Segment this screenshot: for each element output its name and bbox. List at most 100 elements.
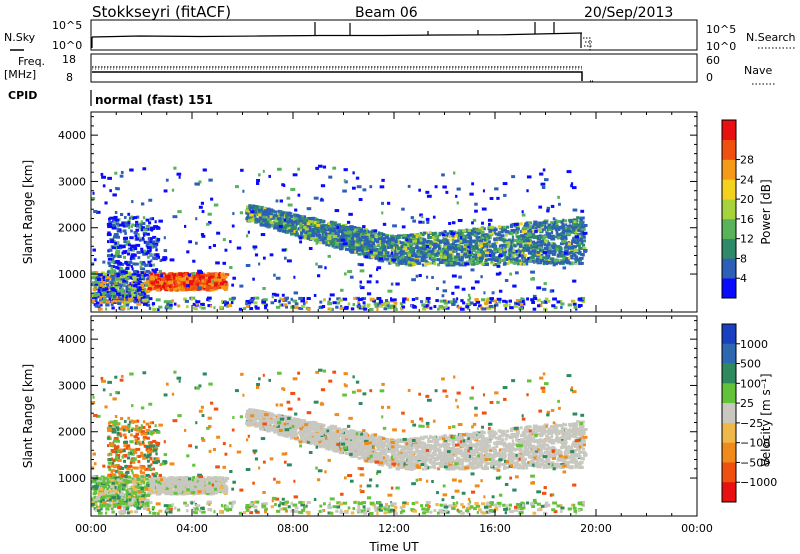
power-echo-cell (198, 205, 203, 209)
power-echo-cell (551, 226, 556, 230)
power-echo-cell (551, 259, 554, 263)
power-echo-cell (318, 306, 322, 310)
power-echo-cell (143, 273, 146, 277)
power-echo-cell (572, 279, 577, 283)
power-echo-cell (136, 302, 142, 306)
power-echo-cell (513, 224, 516, 228)
power-echo-cell (449, 261, 454, 265)
power-echo-cell (468, 242, 473, 246)
power-echo-cell (434, 185, 438, 189)
power-echo-cell (568, 218, 572, 222)
power-echo-cell (525, 239, 530, 243)
power-echo-cell (536, 286, 542, 290)
power-echo-cell (453, 249, 457, 253)
power-echo-cell (429, 235, 432, 239)
power-echo-cell (574, 228, 580, 232)
power-echo-cell (525, 248, 531, 252)
power-echo-cell (308, 246, 313, 250)
power-echo-cell (359, 228, 364, 232)
power-echo-cell (195, 217, 198, 221)
power-echo-cell (254, 220, 258, 224)
power-echo-cell (476, 259, 479, 263)
power-echo-cell (414, 256, 419, 260)
power-echo-cell (301, 221, 305, 225)
power-echo-cell (109, 189, 112, 193)
power-echo-cell (546, 226, 552, 230)
power-echo-cell (407, 260, 412, 264)
power-echo-cell (348, 245, 351, 249)
power-echo-cell (439, 255, 443, 259)
power-echo-cell (379, 246, 384, 250)
power-echo-cell (123, 236, 128, 240)
power-echo-cell (557, 219, 563, 223)
power-echo-cell (186, 305, 189, 309)
power-echo-cell (442, 289, 448, 293)
power-echo-cell (308, 234, 312, 238)
power-echo-cell (434, 258, 438, 262)
power-echo-cell (474, 202, 478, 206)
power-echo-cell (470, 268, 475, 272)
power-echo-cell (370, 255, 374, 259)
power-echo-cell (436, 250, 442, 254)
power-echo-cell (111, 277, 115, 281)
power-echoes (91, 164, 588, 312)
power-echo-cell (413, 235, 419, 239)
power-echo-cell (577, 258, 583, 262)
power-echo-cell (510, 228, 515, 232)
power-echo-cell (567, 242, 571, 246)
power-echo-cell (252, 277, 255, 281)
power-echo-cell (293, 291, 299, 295)
power-echo-cell (284, 230, 289, 234)
colorbar-segment (722, 120, 736, 141)
power-echo-cell (145, 289, 151, 293)
power-echo-cell (454, 234, 459, 238)
power-echo-cell (124, 221, 128, 225)
power-echo-cell (527, 229, 532, 233)
power-echo-cell (127, 212, 131, 216)
power-echo-cell (343, 306, 349, 310)
power-echo-cell (463, 252, 468, 256)
power-echo-cell (256, 219, 261, 223)
power-echo-cell (121, 251, 124, 255)
power-echo-cell (564, 219, 568, 223)
power-echo-cell (252, 245, 258, 249)
power-echo-cell (471, 182, 475, 186)
power-echo-cell (504, 300, 508, 304)
power-echo-cell (245, 205, 249, 209)
power-echo-cell (153, 257, 159, 261)
power-echo-cell (425, 300, 428, 304)
power-echo-cell (356, 304, 362, 308)
power-echo-cell (464, 255, 468, 259)
power-echo-cell (526, 189, 529, 193)
power-echo-cell (505, 225, 510, 229)
power-echo-cell (116, 227, 120, 231)
power-echo-cell (559, 233, 564, 237)
power-echo-cell (400, 250, 404, 254)
power-echo-cell (542, 287, 547, 291)
power-echo-cell (547, 246, 551, 250)
power-echo-cell (132, 253, 137, 257)
power-echo-cell (478, 244, 481, 248)
power-echo-cell (298, 296, 303, 300)
power-echo-cell (206, 298, 209, 302)
power-echo-cell (484, 262, 490, 266)
power-echo-cell (307, 229, 312, 233)
power-echo-cell (346, 237, 351, 241)
power-echo-cell (140, 202, 145, 206)
power-echo-cell (234, 185, 239, 189)
power-echo-cell (381, 248, 387, 252)
power-echo-cell (113, 235, 118, 239)
power-echo-cell (345, 231, 350, 235)
power-echo-cell (427, 236, 431, 240)
power-echo-cell (456, 231, 460, 235)
power-echo-cell (333, 222, 337, 226)
power-echo-cell (336, 225, 339, 229)
power-echo-cell (370, 234, 376, 238)
nsky-tick-top: 10^5 (52, 19, 82, 32)
power-echo-cell (439, 249, 444, 253)
power-echo-cell (493, 238, 498, 242)
power-echo-cell (501, 258, 506, 262)
power-echo-cell (512, 253, 516, 257)
power-echo-cell (550, 204, 555, 208)
power-echo-cell (574, 257, 579, 261)
